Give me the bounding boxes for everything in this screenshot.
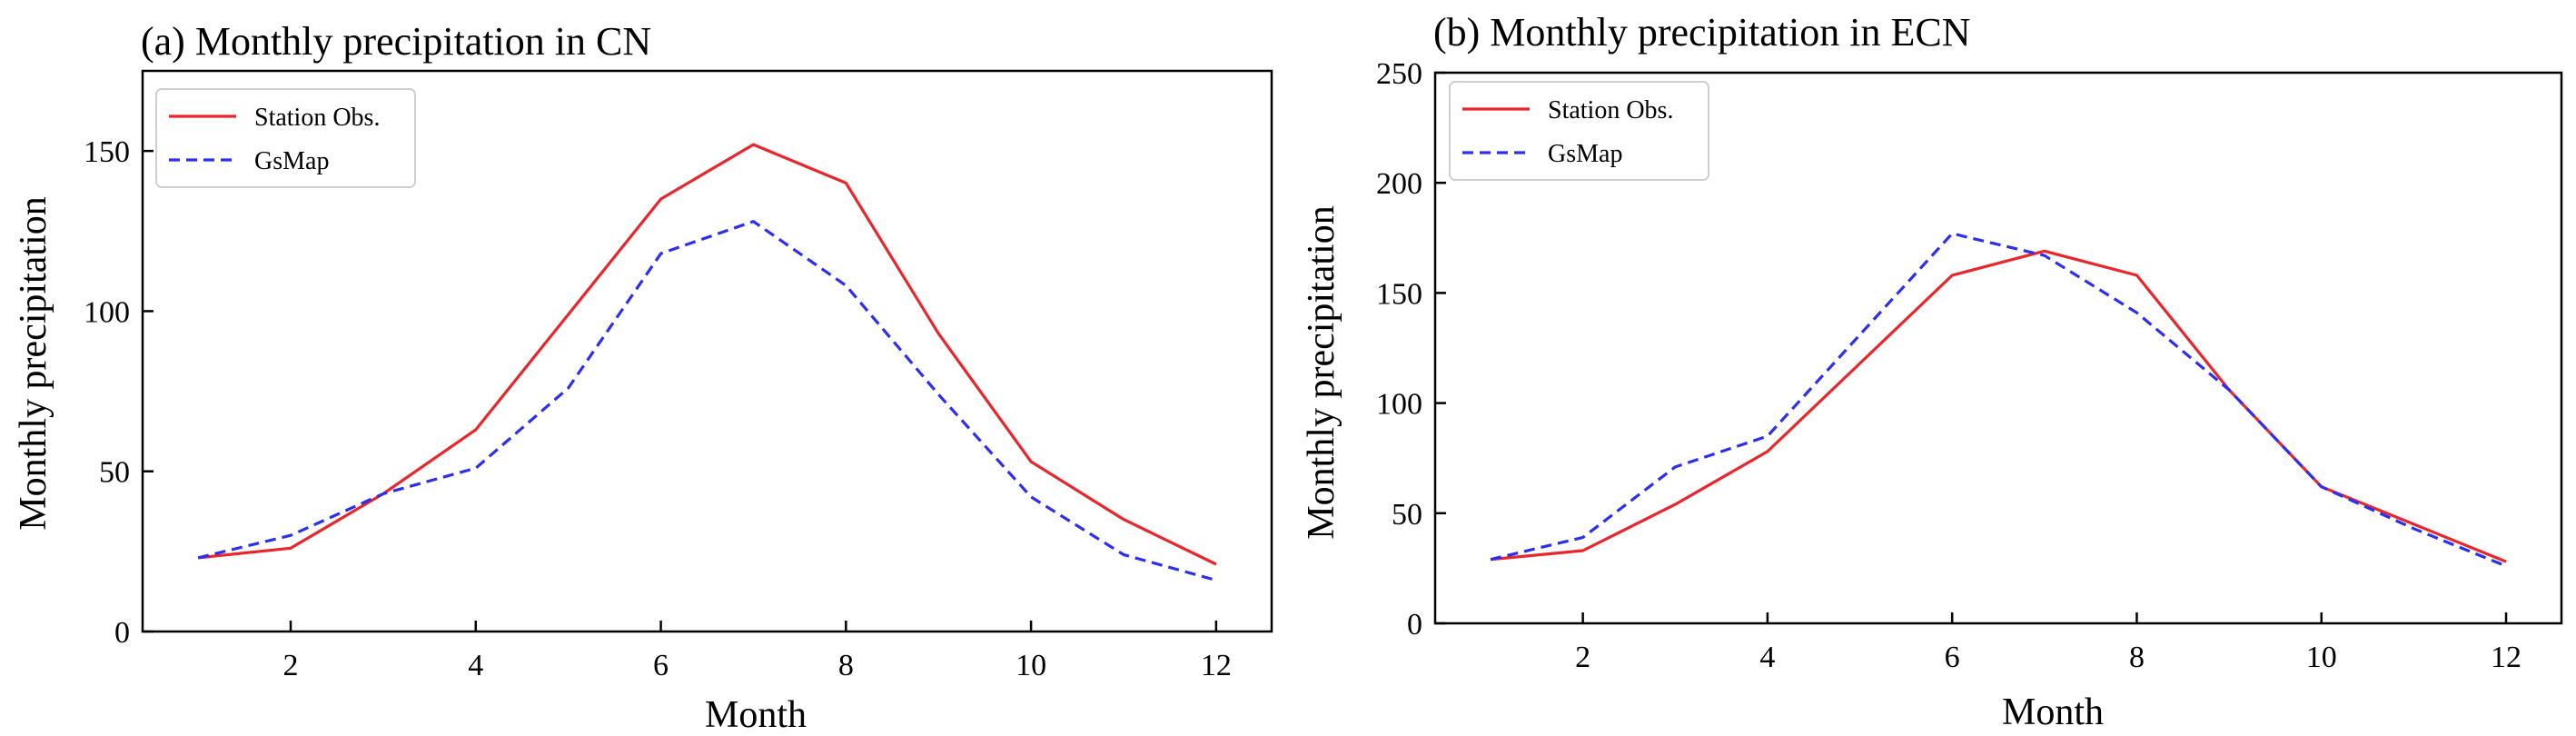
x-tick-label: 6 [1945,641,1960,674]
panel-a-title: (a) Monthly precipitation in CN [141,19,651,64]
series-line-station-obs [197,143,1217,566]
y-tick-label: 0 [114,616,130,650]
plot-frame [1433,71,2563,625]
y-tick-label: 150 [84,135,130,169]
series-line-gsmap [1490,232,2507,568]
y-tick-label: 0 [1407,608,1422,642]
x-tick-label: 2 [1575,641,1590,674]
y-tick-label: 100 [84,295,130,329]
legend [155,88,416,188]
panel-b-xlabel: Month [2002,691,2104,733]
legend-label: GsMap [1548,140,1622,168]
legend [1449,81,1709,181]
x-tick-label: 8 [2129,641,2145,674]
panel-b-ylabel: Monthly precipitation [1301,205,1342,539]
plot-frame [141,69,1273,633]
x-tick-label: 2 [283,649,299,682]
x-tick-label: 8 [838,649,854,682]
y-tick-label: 200 [1376,167,1422,201]
panel-a: (a) Monthly precipitation in CN Monthly … [13,19,1273,736]
panel-a-xlabel: Month [705,694,807,736]
x-tick-label: 4 [1759,641,1775,674]
y-tick-label: 100 [1376,388,1422,422]
legend-label: Station Obs. [1548,96,1673,124]
series-line-gsmap [197,220,1217,582]
legend-label: Station Obs. [254,104,380,132]
panel-a-ylabel: Monthly precipitation [13,196,54,530]
panel-b: (b) Monthly precipitation in ECN Monthly… [1301,10,2563,733]
y-tick-label: 250 [1376,57,1422,91]
x-tick-label: 6 [653,649,669,682]
x-tick-label: 12 [1201,649,1232,682]
panel-a-plot: 2 4 6 8 10 12 0 50 100 150 Station Obs. GsMap [84,69,1273,682]
y-tick-label: 150 [1376,277,1422,311]
legend-label: GsMap [254,147,329,175]
x-tick-label: 4 [468,649,483,682]
y-tick-label: 50 [1392,498,1422,532]
x-tick-label: 10 [2306,641,2337,674]
x-tick-label: 10 [1016,649,1046,682]
y-tick-label: 50 [99,456,130,490]
x-tick-label: 12 [2491,641,2522,674]
panel-b-title: (b) Monthly precipitation in ECN [1433,10,1970,55]
panel-b-plot: 2 4 6 8 10 12 0 50 100 150 200 250 Station Obs. GsMap [1376,57,2563,674]
